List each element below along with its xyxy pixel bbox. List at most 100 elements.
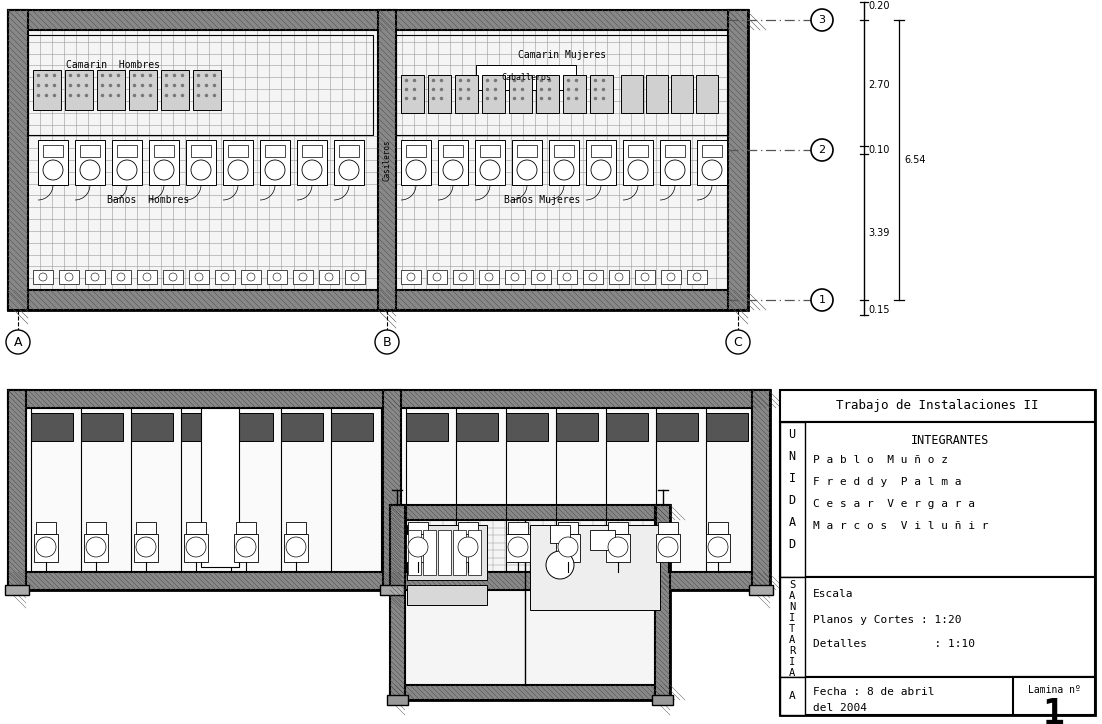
Bar xyxy=(201,408,239,567)
Bar xyxy=(223,140,253,185)
Text: D: D xyxy=(788,494,796,507)
Bar xyxy=(406,145,426,157)
Bar xyxy=(181,413,223,441)
Circle shape xyxy=(91,273,99,281)
Bar xyxy=(453,270,473,284)
Bar xyxy=(780,422,804,577)
Bar xyxy=(707,522,728,534)
Bar xyxy=(6,585,29,595)
Text: 2.70: 2.70 xyxy=(868,80,889,90)
Bar xyxy=(401,140,431,185)
Bar xyxy=(117,145,137,157)
Circle shape xyxy=(43,160,63,180)
Circle shape xyxy=(375,330,399,354)
Circle shape xyxy=(658,537,678,557)
Circle shape xyxy=(811,289,833,311)
Bar xyxy=(137,270,156,284)
Bar xyxy=(234,534,258,562)
Bar xyxy=(82,413,123,441)
Bar xyxy=(184,534,208,562)
Circle shape xyxy=(117,273,125,281)
Bar xyxy=(43,145,63,157)
Circle shape xyxy=(628,160,648,180)
Text: Escala: Escala xyxy=(813,589,854,599)
Bar xyxy=(586,140,616,185)
Bar xyxy=(506,534,530,562)
Circle shape xyxy=(339,160,359,180)
Bar xyxy=(80,145,100,157)
Bar xyxy=(557,270,577,284)
Text: T: T xyxy=(789,624,796,634)
Text: C e s a r  V e r g a r a: C e s a r V e r g a r a xyxy=(813,499,975,509)
Bar xyxy=(458,522,478,534)
Circle shape xyxy=(811,9,833,31)
Circle shape xyxy=(511,273,519,281)
Bar xyxy=(396,35,728,135)
Bar xyxy=(287,522,306,534)
Bar xyxy=(557,534,580,562)
Bar xyxy=(590,530,615,550)
Bar xyxy=(8,10,748,30)
Bar xyxy=(380,585,404,595)
Circle shape xyxy=(554,160,574,180)
Bar xyxy=(8,390,770,408)
Text: Planos y Cortes : 1:20: Planos y Cortes : 1:20 xyxy=(813,615,962,625)
Circle shape xyxy=(443,160,463,180)
Bar xyxy=(345,270,365,284)
Bar xyxy=(97,70,125,110)
Circle shape xyxy=(726,330,750,354)
Circle shape xyxy=(665,160,685,180)
Bar xyxy=(390,505,406,700)
Circle shape xyxy=(460,273,467,281)
Bar xyxy=(390,505,670,520)
Circle shape xyxy=(591,160,611,180)
Bar xyxy=(131,413,173,441)
Circle shape xyxy=(195,273,203,281)
Text: 1: 1 xyxy=(1044,697,1065,724)
Bar xyxy=(33,70,61,110)
Bar xyxy=(408,530,421,575)
Bar xyxy=(236,522,256,534)
Bar xyxy=(37,140,68,185)
Circle shape xyxy=(480,160,500,180)
Text: 3.39: 3.39 xyxy=(868,228,889,238)
Text: A: A xyxy=(13,335,22,348)
Circle shape xyxy=(169,273,177,281)
Text: 2: 2 xyxy=(819,145,825,155)
Bar xyxy=(656,534,680,562)
Text: N: N xyxy=(789,602,796,612)
Bar xyxy=(468,530,480,575)
Bar xyxy=(505,270,525,284)
Bar xyxy=(549,140,579,185)
Bar xyxy=(628,145,648,157)
Circle shape xyxy=(6,330,30,354)
Bar xyxy=(264,145,285,157)
Text: F r e d d y  P a l m a: F r e d d y P a l m a xyxy=(813,477,962,487)
Text: C: C xyxy=(734,335,743,348)
Circle shape xyxy=(811,139,833,161)
Bar xyxy=(31,413,73,441)
Circle shape xyxy=(191,160,210,180)
Bar xyxy=(154,145,174,157)
Circle shape xyxy=(707,537,728,557)
Bar xyxy=(390,505,670,700)
Circle shape xyxy=(458,537,478,557)
Bar xyxy=(443,145,463,157)
Bar xyxy=(401,75,424,113)
Bar xyxy=(383,390,401,590)
Bar xyxy=(298,140,327,185)
Bar xyxy=(241,270,261,284)
Bar xyxy=(780,390,1095,715)
Bar xyxy=(482,75,505,113)
Circle shape xyxy=(222,273,229,281)
Bar xyxy=(661,270,681,284)
Circle shape xyxy=(247,273,255,281)
Bar xyxy=(558,522,579,534)
Text: U: U xyxy=(788,427,796,440)
Bar xyxy=(8,290,748,310)
Bar xyxy=(646,75,668,113)
Bar xyxy=(606,534,630,562)
Bar xyxy=(302,145,322,157)
Bar xyxy=(408,522,428,534)
Bar xyxy=(550,525,570,543)
